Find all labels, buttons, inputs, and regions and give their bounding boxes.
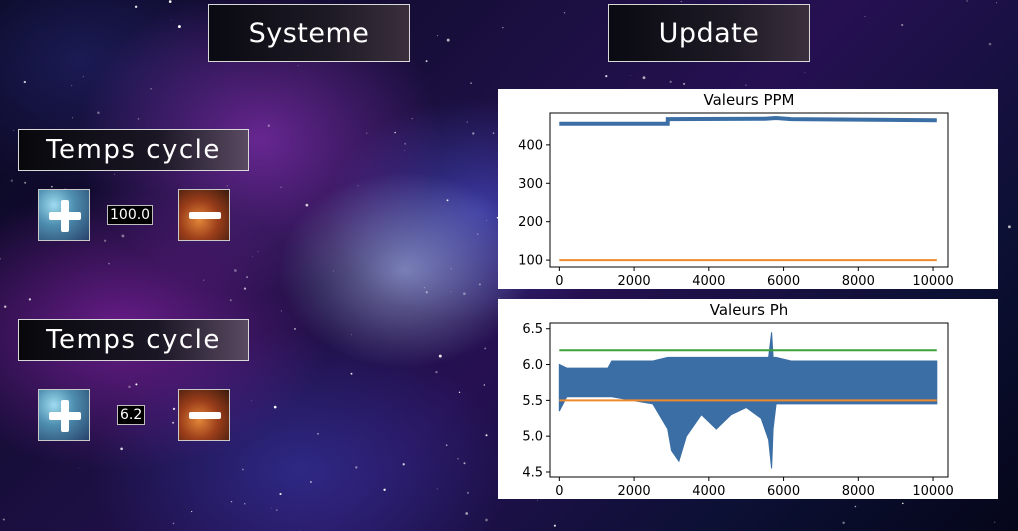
y-tick-label: 300 [518,177,543,192]
x-tick-label: 8000 [842,274,875,289]
y-tick-label: 5.0 [522,430,543,445]
x-tick-label: 2000 [618,484,651,499]
x-tick-label: 6000 [767,274,800,289]
x-tick-label: 6000 [767,484,800,499]
decrement-button-2[interactable] [178,389,230,441]
temps-cycle-label-2-text: Temps cycle [46,325,221,355]
y-tick-label: 6.0 [522,358,543,373]
chart-title: Valeurs PPM [704,91,795,109]
decrement-button-1[interactable] [178,189,230,241]
y-tick-label: 5.5 [522,394,543,409]
x-tick-label: 2000 [618,274,651,289]
temps-cycle-label-1-text: Temps cycle [46,135,221,165]
y-tick-label: 400 [518,138,543,153]
ppm-chart-panel: Valeurs PPM 0 2000 4000 6000 8000 10000 100 200 3… [498,89,998,289]
value-display-1: 100.0 [107,205,154,225]
y-tick-label: 6.5 [522,322,543,337]
plot-frame [549,112,949,268]
temps-cycle-label-1: Temps cycle [18,129,249,171]
x-tick-label: 4000 [692,274,725,289]
update-button-label: Update [658,17,760,49]
ppm-chart: Valeurs PPM 0 2000 4000 6000 8000 10000 100 200 3… [518,91,954,289]
increment-button-1[interactable] [38,189,90,241]
x-tick-label: 0 [555,484,563,499]
y-tick-label: 200 [518,215,543,230]
x-tick-label: 10000 [912,484,953,499]
systeme-button[interactable]: Systeme [208,4,410,62]
y-tick-label: 4.5 [522,465,543,480]
systeme-button-label: Systeme [248,17,370,49]
series-line-0 [559,115,937,126]
increment-button-2[interactable] [38,389,90,441]
value-display-2: 6.2 [117,405,146,425]
x-tick-label: 4000 [692,484,725,499]
update-button[interactable]: Update [608,4,810,62]
ph-chart: Valeurs Ph 0 2000 4000 6000 8000 10000 4.5 5.0 5.… [522,301,953,499]
x-tick-label: 0 [555,274,563,289]
ph-chart-panel: Valeurs Ph 0 2000 4000 6000 8000 10000 4.5 5.0 5.… [498,299,998,499]
chart-title: Valeurs Ph [710,301,789,319]
temps-cycle-label-2: Temps cycle [18,319,249,361]
x-tick-label: 10000 [912,274,953,289]
x-tick-label: 8000 [842,484,875,499]
y-tick-label: 100 [518,254,543,269]
